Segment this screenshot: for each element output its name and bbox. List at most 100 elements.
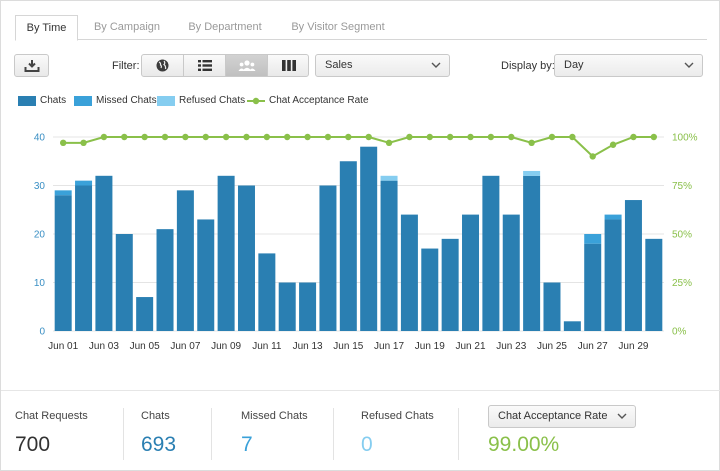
acceptance-rate-point[interactable] [589, 153, 596, 160]
acceptance-rate-point[interactable] [528, 139, 535, 147]
bar-chats[interactable] [441, 238, 459, 331]
legend-item-missed-chats[interactable]: Missed Chats [74, 95, 157, 106]
filter-by-columns-button[interactable] [268, 55, 308, 76]
filter-by-globe-button[interactable] [142, 55, 184, 76]
acceptance-rate-point[interactable] [345, 133, 352, 141]
acceptance-rate-point[interactable] [141, 133, 148, 141]
bar-chats[interactable] [624, 200, 642, 331]
acceptance-rate-point[interactable] [406, 133, 413, 141]
bar-chats[interactable] [421, 248, 439, 331]
display-by-select[interactable]: Day [554, 54, 703, 77]
acceptance-rate-point[interactable] [487, 133, 495, 141]
bar-chats[interactable] [400, 214, 418, 331]
legend-item-chats[interactable]: Chats [18, 95, 66, 106]
acceptance-rate-point[interactable] [263, 133, 271, 141]
bar-chats[interactable] [645, 238, 663, 331]
bar-chats[interactable] [482, 175, 500, 331]
bar-chats[interactable] [523, 175, 541, 331]
acceptance-rate-point[interactable] [548, 133, 556, 141]
acceptance-rate-point[interactable] [609, 141, 617, 148]
summary-separator [333, 408, 334, 460]
bar-missed[interactable] [54, 190, 72, 196]
department-select[interactable]: Sales [315, 54, 450, 77]
bar-chats[interactable] [197, 219, 215, 331]
legend-label: Refused Chats [179, 95, 246, 106]
bar-chats[interactable] [176, 190, 194, 331]
acceptance-rate-point[interactable] [202, 133, 209, 141]
acceptance-rate-point[interactable] [426, 133, 433, 141]
acceptance-rate-point[interactable] [182, 133, 189, 141]
legend-item-refused-chats[interactable]: Refused Chats [157, 95, 245, 106]
acceptance-rate-point[interactable] [630, 133, 637, 141]
bar-chats[interactable] [299, 282, 317, 332]
bar-refused[interactable] [523, 170, 541, 176]
acceptance-rate-point[interactable] [59, 139, 67, 147]
bar-missed[interactable] [604, 214, 622, 220]
chevron-down-icon [431, 62, 441, 68]
legend-swatch-acceptance [247, 97, 265, 104]
y-right-tick-label: 75% [672, 181, 692, 192]
x-tick-label: Jun 21 [456, 341, 486, 352]
x-tick-label: Jun 23 [496, 341, 526, 352]
bar-chats[interactable] [604, 219, 622, 331]
bar-chats[interactable] [563, 321, 581, 331]
filter-by-people-button[interactable] [226, 55, 268, 76]
acceptance-rate-point[interactable] [121, 133, 128, 141]
y-right-tick-label: 0% [672, 327, 687, 338]
tab-by-visitor-segment[interactable]: By Visitor Segment [291, 21, 385, 33]
bar-chats[interactable] [502, 214, 520, 331]
acceptance-rate-point[interactable] [569, 133, 576, 141]
acceptance-rate-point[interactable] [467, 133, 474, 141]
bar-chats[interactable] [95, 175, 113, 331]
bar-refused[interactable] [380, 175, 398, 181]
acceptance-rate-point[interactable] [385, 139, 393, 147]
filter-by-list-button[interactable] [184, 55, 226, 76]
bar-chats[interactable] [237, 185, 255, 332]
legend-label: Chats [40, 95, 67, 106]
acceptance-rate-point[interactable] [222, 133, 230, 141]
chat-requests-value: 700 [15, 433, 51, 456]
bar-chats[interactable] [115, 234, 133, 331]
tab-by-campaign[interactable]: By Campaign [93, 21, 161, 33]
legend-item-acceptance-rate[interactable]: Chat Acceptance Rate [247, 95, 369, 106]
bar-chats[interactable] [278, 282, 296, 332]
bar-chats[interactable] [136, 297, 154, 331]
bar-chats[interactable] [217, 175, 235, 331]
bar-chats[interactable] [584, 243, 602, 331]
y-right-tick-label: 50% [672, 230, 692, 241]
bar-chats[interactable] [462, 214, 480, 331]
acceptance-rate-point[interactable] [365, 133, 372, 141]
bar-chats[interactable] [360, 146, 378, 331]
bar-chats[interactable] [380, 180, 398, 331]
bar-chats[interactable] [54, 195, 72, 331]
acceptance-rate-point[interactable] [100, 133, 108, 141]
summary-metric-select[interactable]: Chat Acceptance Rate [488, 405, 636, 428]
bar-missed[interactable] [75, 180, 93, 186]
acceptance-rate-point[interactable] [80, 139, 87, 147]
bar-missed[interactable] [584, 234, 602, 244]
acceptance-rate-point[interactable] [508, 133, 515, 141]
bar-chats[interactable] [543, 282, 561, 332]
bar-chats[interactable] [319, 185, 337, 332]
export-button[interactable] [14, 54, 49, 77]
acceptance-rate-point[interactable] [650, 133, 658, 141]
acceptance-rate-point[interactable] [324, 133, 332, 141]
x-tick-label: Jun 25 [537, 341, 567, 352]
acceptance-rate-point[interactable] [304, 133, 311, 141]
chevron-down-icon [617, 413, 627, 419]
filter-segmented-control [141, 54, 309, 77]
bar-chats[interactable] [75, 185, 93, 332]
chats-value: 693 [141, 433, 177, 456]
acceptance-rate-point[interactable] [284, 133, 291, 141]
bar-chats[interactable] [156, 229, 174, 331]
acceptance-rate-point[interactable] [243, 133, 250, 141]
y-right-tick-label: 100% [672, 133, 698, 144]
acceptance-rate-point[interactable] [161, 133, 169, 141]
x-tick-label: Jun 03 [89, 341, 119, 352]
acceptance-rate-point[interactable] [446, 133, 454, 141]
tab-by-department[interactable]: By Department [188, 21, 262, 33]
tab-by-time[interactable]: By Time [15, 15, 78, 41]
bar-chats[interactable] [258, 253, 276, 331]
bar-chats[interactable] [339, 161, 357, 331]
